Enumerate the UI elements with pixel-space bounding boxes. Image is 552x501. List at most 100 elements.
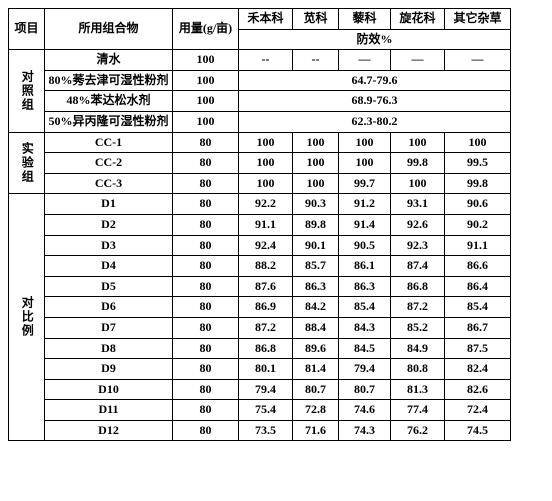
efficacy-value-0: -- [239,50,293,71]
efficacy-value-3: 86.8 [391,276,445,297]
efficacy-value-4: 82.4 [445,359,511,380]
efficacy-value-4: 74.5 [445,420,511,441]
efficacy-value-3: 76.2 [391,420,445,441]
compound-name: CC-3 [45,173,173,194]
efficacy-value-3: 84.9 [391,338,445,359]
efficacy-value-4: 99.8 [445,173,511,194]
efficacy-value-4: 86.4 [445,276,511,297]
compound-name: D3 [45,235,173,256]
group-control-label: 对照组 [9,50,45,132]
header-row-1: 项目 所用组合物 用量(g/亩) 禾本科 苋科 藜科 旋花科 其它杂草 [9,9,511,30]
compound-name: 80%莠去津可湿性粉剂 [45,70,173,91]
table-row: 50%异丙隆可湿性粉剂10062.3-80.2 [9,111,511,132]
efficacy-value-2: — [339,50,391,71]
table-row: D78087.288.484.385.286.7 [9,317,511,338]
compound-name: D8 [45,338,173,359]
dosage-value: 80 [173,276,239,297]
dosage-value: 80 [173,214,239,235]
efficacy-value-1: 89.8 [293,214,339,235]
efficacy-value-4: — [445,50,511,71]
compound-name: CC-1 [45,132,173,153]
dosage-value: 100 [173,70,239,91]
efficacy-value-1: 81.4 [293,359,339,380]
compound-name: D9 [45,359,173,380]
efficacy-value-1: 90.1 [293,235,339,256]
efficacy-value-3: 80.8 [391,359,445,380]
dosage-value: 80 [173,153,239,174]
dosage-value: 100 [173,91,239,112]
efficacy-value-0: 86.8 [239,338,293,359]
efficacy-value-3: 93.1 [391,194,445,215]
efficacy-value-4: 90.2 [445,214,511,235]
efficacy-value-3: 100 [391,173,445,194]
table-row: D48088.285.786.187.486.6 [9,256,511,277]
hdr-efficacy: 防效% [239,29,511,50]
table-row: D88086.889.684.584.987.5 [9,338,511,359]
compound-name: D2 [45,214,173,235]
compound-name: 50%异丙隆可湿性粉剂 [45,111,173,132]
efficacy-value-2: 99.7 [339,173,391,194]
efficacy-value-1: 100 [293,153,339,174]
table-row: 实验组CC-180100100100100100 [9,132,511,153]
efficacy-value-4: 90.6 [445,194,511,215]
compound-name: D1 [45,194,173,215]
efficacy-value-0: 79.4 [239,379,293,400]
efficacy-value-2: 84.5 [339,338,391,359]
table-row: D108079.480.780.781.382.6 [9,379,511,400]
efficacy-value-1: 100 [293,132,339,153]
efficacy-value-3: 87.4 [391,256,445,277]
efficacy-value-0: 86.9 [239,297,293,318]
efficacy-value-1: 85.7 [293,256,339,277]
efficacy-value-0: 91.1 [239,214,293,235]
dosage-value: 80 [173,235,239,256]
dosage-value: 100 [173,50,239,71]
efficacy-value-3: 81.3 [391,379,445,400]
table-row: CC-28010010010099.899.5 [9,153,511,174]
efficacy-table: 项目 所用组合物 用量(g/亩) 禾本科 苋科 藜科 旋花科 其它杂草 防效% … [8,8,511,441]
compound-name: D12 [45,420,173,441]
group-exp-label: 实验组 [9,132,45,194]
efficacy-value-2: 86.3 [339,276,391,297]
efficacy-value-0: 73.5 [239,420,293,441]
dosage-value: 80 [173,338,239,359]
table-row: D98080.181.479.480.882.4 [9,359,511,380]
compound-name: D10 [45,379,173,400]
efficacy-value-4: 99.5 [445,153,511,174]
efficacy-value-2: 86.1 [339,256,391,277]
efficacy-value-2: 80.7 [339,379,391,400]
efficacy-value-2: 91.4 [339,214,391,235]
efficacy-range: 64.7-79.6 [239,70,511,91]
hdr-project: 项目 [9,9,45,50]
efficacy-value-1: -- [293,50,339,71]
compound-name: D4 [45,256,173,277]
compound-name: D5 [45,276,173,297]
efficacy-value-1: 71.6 [293,420,339,441]
efficacy-value-3: — [391,50,445,71]
dosage-value: 80 [173,194,239,215]
efficacy-value-0: 100 [239,132,293,153]
efficacy-value-4: 91.1 [445,235,511,256]
hdr-c4: 旋花科 [391,9,445,30]
compound-name: 48%苯达松水剂 [45,91,173,112]
table-row: D128073.571.674.376.274.5 [9,420,511,441]
dosage-value: 80 [173,420,239,441]
efficacy-value-4: 87.5 [445,338,511,359]
group-compare-label: 对比例 [9,194,45,441]
hdr-compound: 所用组合物 [45,9,173,50]
efficacy-value-0: 100 [239,153,293,174]
table-row: D28091.189.891.492.690.2 [9,214,511,235]
efficacy-value-3: 92.6 [391,214,445,235]
efficacy-value-1: 72.8 [293,400,339,421]
efficacy-value-2: 84.3 [339,317,391,338]
dosage-value: 80 [173,132,239,153]
efficacy-value-1: 90.3 [293,194,339,215]
compound-name: D7 [45,317,173,338]
efficacy-value-2: 100 [339,132,391,153]
hdr-c5: 其它杂草 [445,9,511,30]
table-row: D118075.472.874.677.472.4 [9,400,511,421]
hdr-c3: 藜科 [339,9,391,30]
hdr-c2: 苋科 [293,9,339,30]
efficacy-value-1: 84.2 [293,297,339,318]
efficacy-value-0: 87.2 [239,317,293,338]
efficacy-value-2: 74.3 [339,420,391,441]
